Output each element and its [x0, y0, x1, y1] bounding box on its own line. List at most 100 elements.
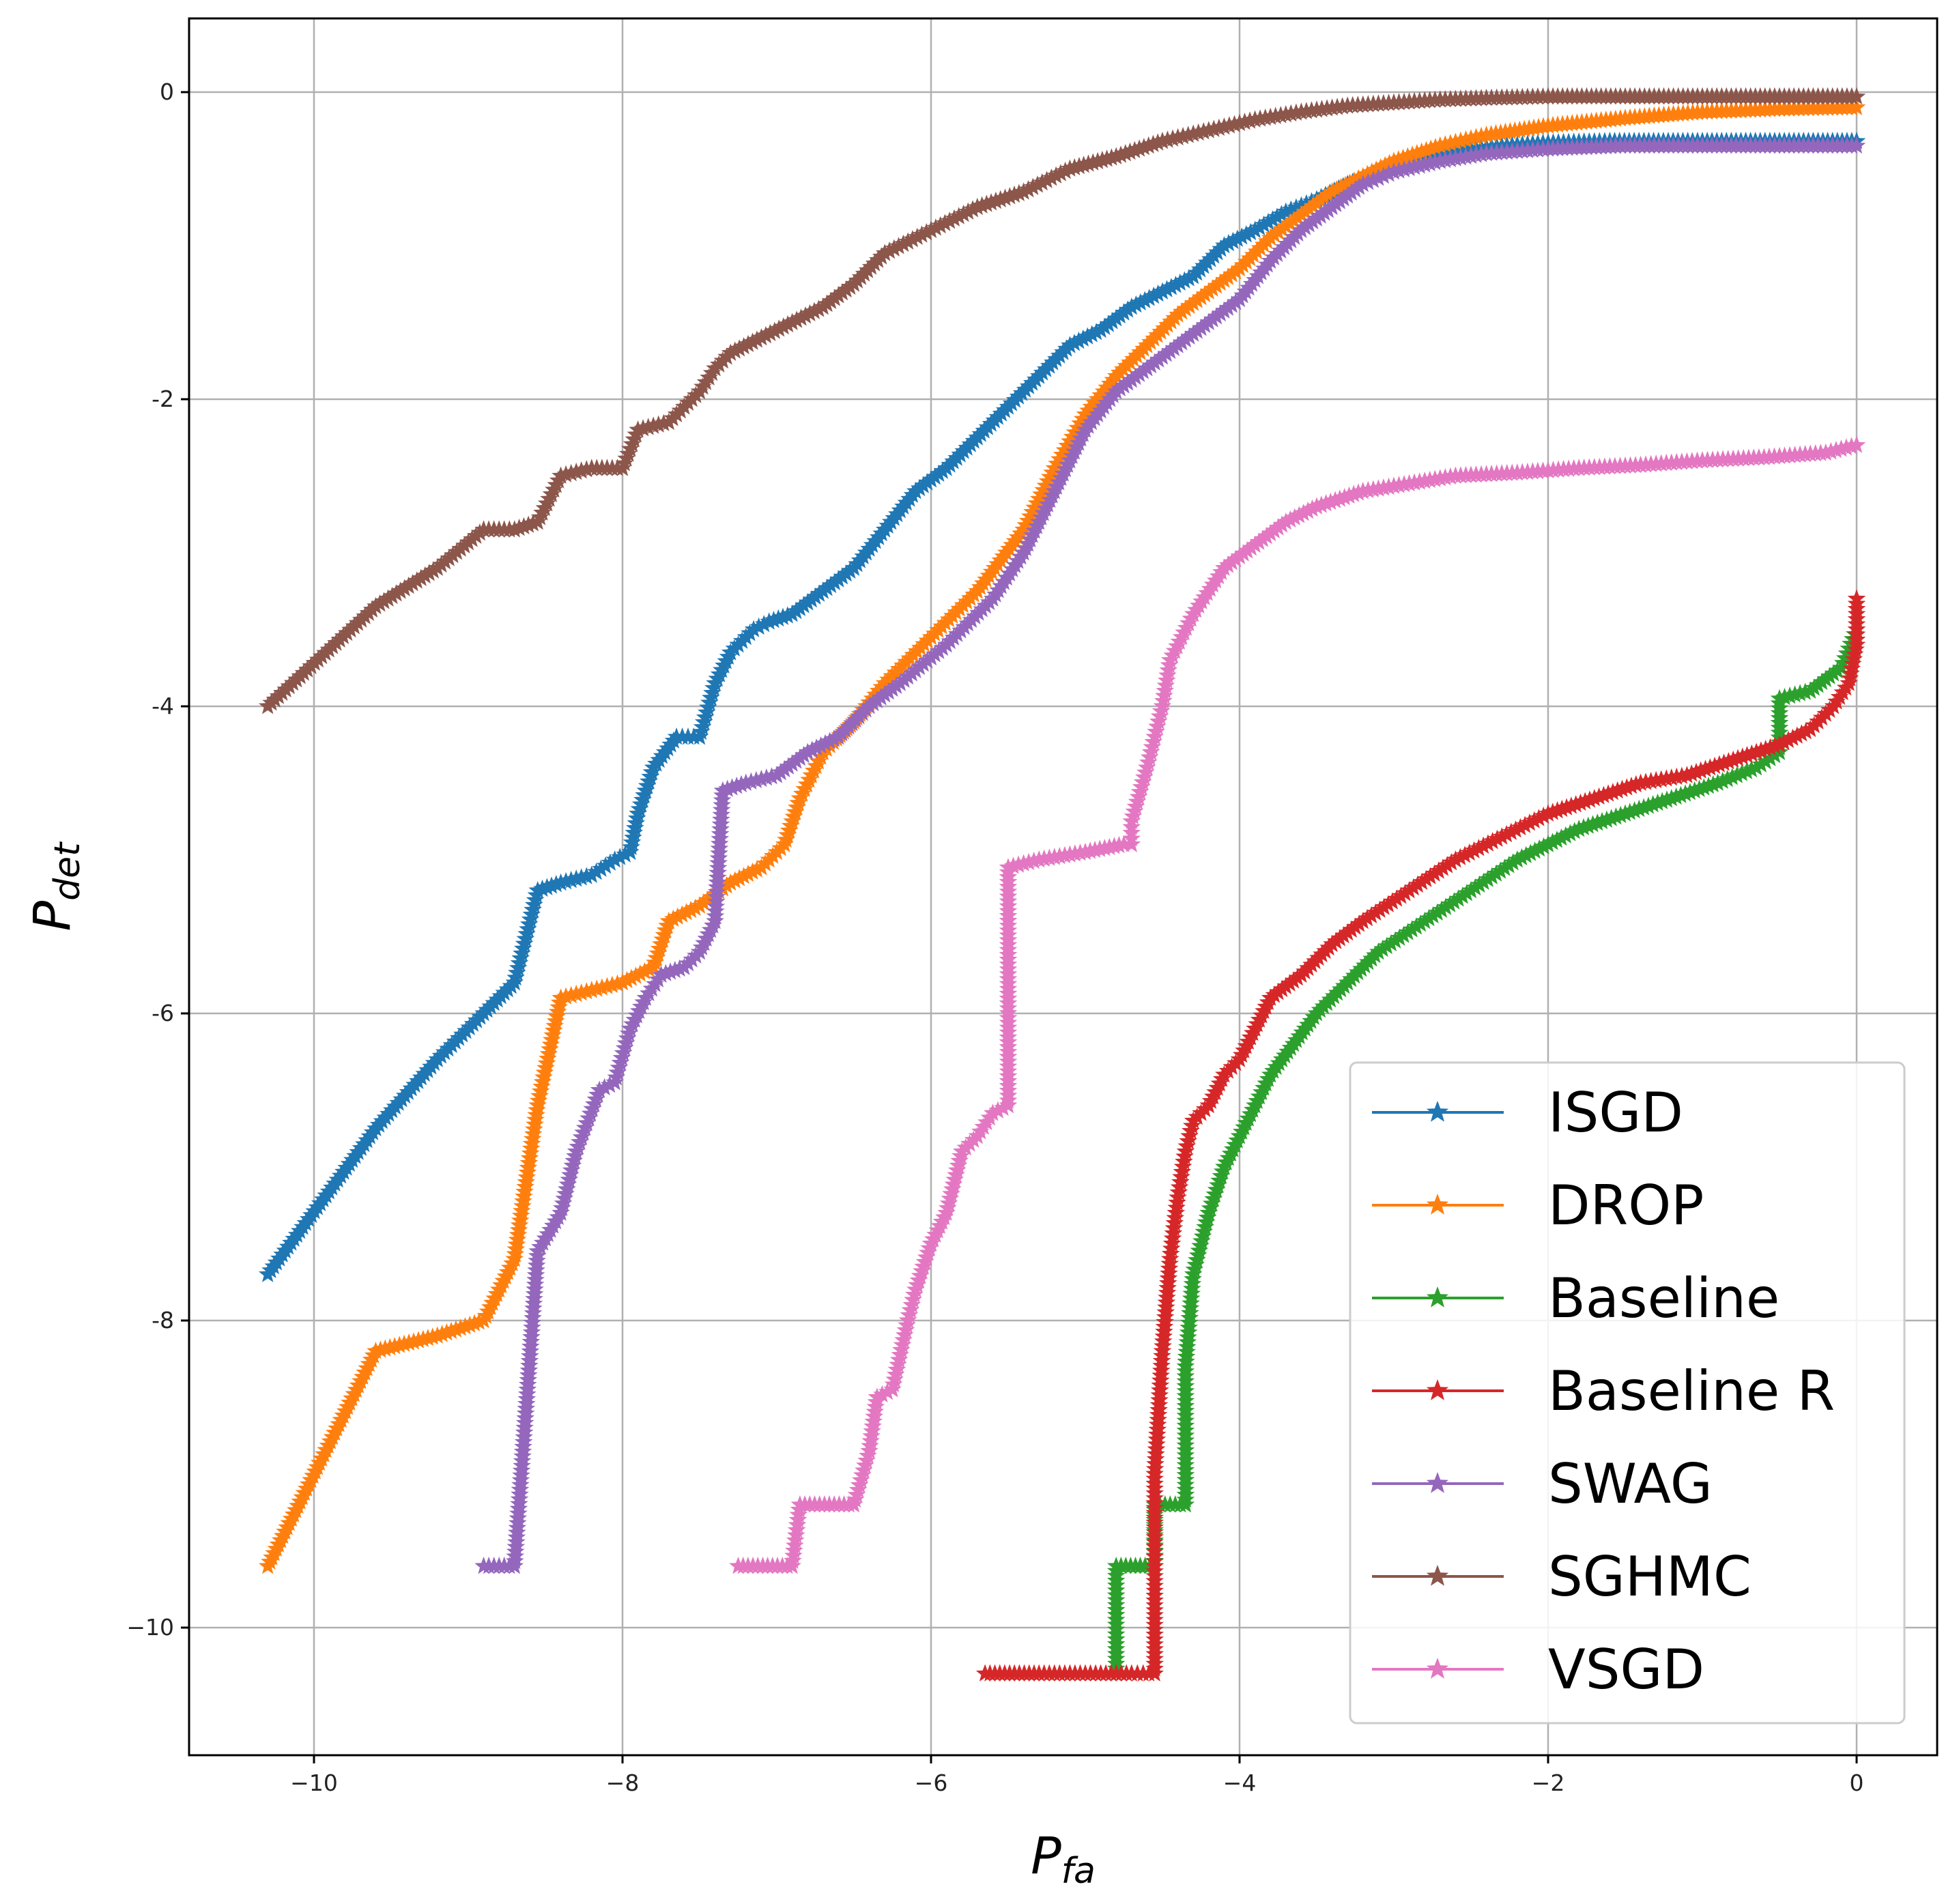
series-marker	[1676, 784, 1695, 802]
series-marker	[1009, 855, 1028, 873]
series-marker	[1699, 777, 1718, 794]
series-marker	[1122, 298, 1141, 315]
series-marker	[1465, 878, 1485, 896]
series-marker	[1131, 293, 1150, 311]
series-marker	[1384, 152, 1403, 169]
series-marker	[1241, 222, 1260, 241]
legend-label: VSGD	[1548, 1638, 1704, 1701]
series-marker	[1751, 741, 1771, 759]
series-marker	[1847, 589, 1866, 607]
series-marker	[743, 862, 762, 880]
series-marker	[1312, 495, 1331, 513]
series-marker	[1788, 726, 1807, 744]
series-marker	[556, 871, 575, 890]
series-marker	[470, 1312, 489, 1330]
series-marker	[747, 860, 767, 878]
series-marker	[595, 1078, 614, 1096]
series-marker	[375, 592, 393, 609]
series-marker	[1775, 687, 1794, 706]
series-marker	[1700, 758, 1719, 776]
series-marker	[885, 239, 904, 257]
series-marker	[582, 865, 601, 883]
series-marker	[556, 987, 575, 1005]
series-marker	[1847, 98, 1866, 115]
series-marker	[739, 864, 758, 882]
series-marker	[749, 617, 768, 635]
series-marker	[1341, 173, 1359, 191]
series-marker	[1847, 635, 1866, 653]
series-marker	[1691, 761, 1711, 779]
x-tick-label: −2	[1532, 1770, 1565, 1796]
series-marker	[1681, 783, 1700, 800]
series-marker	[1539, 835, 1558, 852]
series-marker	[764, 611, 783, 629]
series-marker	[1332, 177, 1350, 196]
series-marker	[760, 612, 779, 630]
series-marker	[741, 772, 760, 790]
series-marker	[1620, 803, 1640, 820]
series-marker	[809, 300, 828, 317]
series-marker	[1847, 435, 1866, 453]
series-marker	[825, 730, 844, 747]
series-marker	[663, 909, 683, 927]
series-marker	[1497, 824, 1516, 843]
series-marker	[1450, 848, 1470, 865]
series-marker	[1460, 843, 1479, 861]
series-marker	[1255, 215, 1273, 233]
y-tick-label: -2	[152, 386, 174, 412]
series-marker	[1708, 773, 1727, 791]
series-marker	[1446, 132, 1465, 150]
series-marker	[1176, 1490, 1195, 1508]
series-layer	[258, 87, 1866, 1682]
series-marker	[1457, 884, 1476, 901]
series-marker	[672, 905, 691, 923]
series-marker	[1366, 903, 1385, 921]
series-marker	[908, 227, 927, 245]
series-marker	[428, 1326, 447, 1344]
series-marker	[399, 576, 418, 594]
series-marker	[1461, 129, 1481, 147]
series-marker	[1399, 923, 1417, 940]
series-marker	[747, 330, 767, 348]
series-marker	[926, 218, 945, 236]
series-marker	[977, 194, 996, 212]
series-marker	[1690, 779, 1708, 797]
series-marker	[403, 574, 422, 592]
series-marker	[666, 961, 685, 979]
series-marker	[721, 873, 740, 891]
series-marker	[528, 881, 547, 899]
series-marker	[1603, 783, 1622, 800]
series-marker	[1383, 892, 1402, 910]
series-marker	[1733, 747, 1752, 765]
series-marker	[1534, 837, 1553, 855]
series-marker	[1432, 900, 1451, 918]
series-marker	[945, 209, 964, 227]
series-marker	[1135, 291, 1154, 308]
series-marker	[1014, 854, 1033, 871]
series-marker	[1144, 286, 1163, 304]
series-marker	[726, 341, 745, 359]
series-marker	[1189, 123, 1208, 141]
x-tick-label: −10	[290, 1770, 338, 1796]
legend-label: Baseline R	[1548, 1359, 1835, 1423]
series-marker	[760, 323, 780, 341]
series-marker	[1122, 818, 1141, 835]
series-marker	[940, 212, 959, 229]
series-marker	[1125, 141, 1144, 158]
legend-item-sghmc: SGHMC	[1372, 1545, 1751, 1609]
series-marker	[1592, 811, 1612, 830]
series-marker	[1158, 130, 1177, 148]
series-marker	[1330, 489, 1349, 507]
series-marker	[1617, 778, 1636, 796]
series-marker	[1344, 485, 1363, 502]
series-marker	[1847, 615, 1866, 633]
series-marker	[1069, 331, 1088, 349]
series-marker	[1176, 1396, 1195, 1414]
series-marker	[1847, 630, 1866, 648]
series-marker	[898, 232, 917, 250]
series-marker	[1375, 897, 1393, 915]
series-marker	[1467, 128, 1485, 145]
series-marker	[1552, 799, 1571, 818]
series-marker	[1403, 920, 1422, 938]
series-marker	[1387, 889, 1406, 907]
